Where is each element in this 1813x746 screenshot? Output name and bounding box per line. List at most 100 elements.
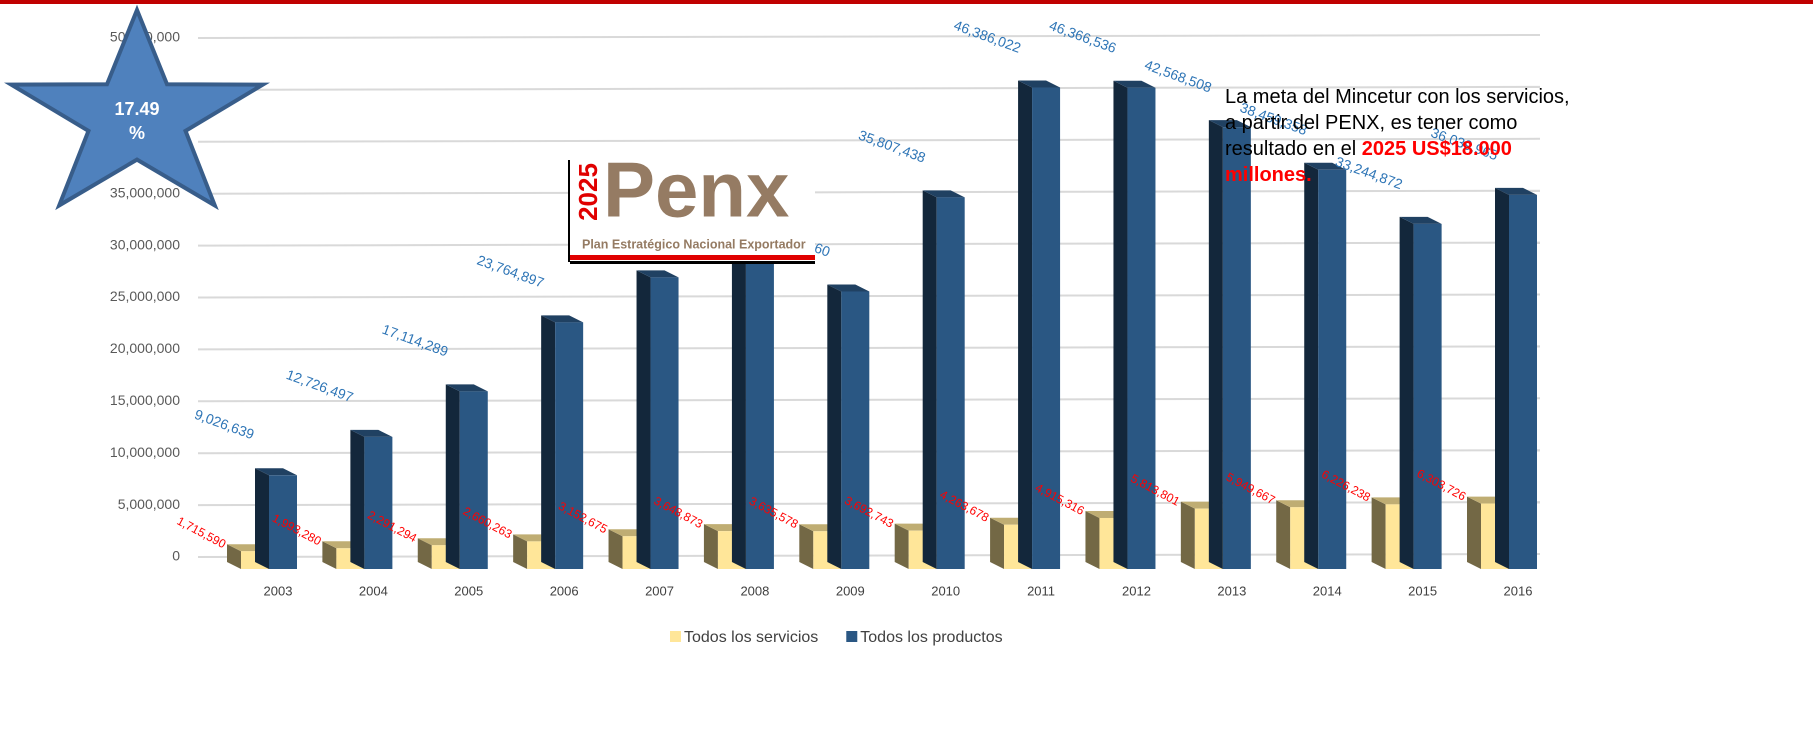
bar-top <box>350 429 393 437</box>
y-tick-label: 5,000,000 <box>118 496 180 512</box>
bar-front <box>364 436 393 569</box>
bar-side <box>731 240 746 569</box>
x-tick-label: 2016 <box>1504 583 1533 598</box>
bar <box>827 284 870 569</box>
logo-red-line <box>570 255 815 260</box>
bar-side <box>255 468 269 569</box>
legend-label: Todos los servicios <box>684 629 818 646</box>
bar-side <box>608 529 623 569</box>
x-tick-label: 2011 <box>1027 583 1055 598</box>
bar-side <box>1208 120 1223 569</box>
bar-side <box>703 524 718 569</box>
badge: 17.49 % <box>4 4 270 211</box>
bar-side <box>827 284 842 569</box>
bar-front <box>1032 87 1061 569</box>
bar-top <box>1495 187 1537 195</box>
bar-side <box>1467 496 1481 569</box>
bar <box>636 270 679 569</box>
logo-name: Penx <box>603 146 789 234</box>
bar <box>445 384 488 569</box>
y-tick-label: 10,000,000 <box>110 444 180 460</box>
y-tick-label: 35,000,000 <box>110 184 180 200</box>
bar-side <box>513 534 528 569</box>
logo-subtitle: Plan Estratégico Nacional Exportador <box>582 237 806 251</box>
bar-side <box>1371 497 1386 569</box>
bar-top <box>636 270 679 278</box>
bar-side <box>636 270 651 569</box>
bar <box>1399 216 1442 570</box>
data-label: 17,114,289 <box>380 321 451 360</box>
bar-front <box>745 247 774 569</box>
x-tick-label: 2003 <box>264 583 293 598</box>
bar-top <box>541 315 584 323</box>
data-label: 1,715,590 <box>175 514 229 552</box>
x-tick-label: 2012 <box>1122 583 1151 598</box>
bar-side <box>894 523 909 569</box>
bar-top <box>1399 216 1442 224</box>
x-tick-label: 2007 <box>645 583 674 598</box>
bar-front <box>1222 127 1251 569</box>
bar <box>1495 187 1537 570</box>
y-tick-label: 20,000,000 <box>110 340 180 356</box>
x-tick-label: 2014 <box>1313 583 1342 598</box>
bar-side <box>1113 80 1128 569</box>
bar-top <box>445 384 488 392</box>
bar-front <box>459 391 488 569</box>
bar-top <box>922 190 965 198</box>
bar <box>1018 80 1061 569</box>
bar-front <box>1509 194 1537 570</box>
bar-side <box>322 541 337 569</box>
x-tick-label: 2013 <box>1217 583 1246 598</box>
bar-side <box>922 190 937 569</box>
bar-side <box>417 538 432 569</box>
bar-front <box>1318 169 1347 569</box>
legend-label: Todos los productos <box>860 629 1002 646</box>
bar <box>1208 120 1251 569</box>
bar-side <box>1018 80 1033 569</box>
y-tick-label: 0 <box>172 548 180 564</box>
legend-swatch <box>670 631 681 642</box>
data-label: 23,764,897 <box>475 252 547 291</box>
data-label: 12,726,497 <box>284 366 356 405</box>
bar-front <box>1127 87 1156 569</box>
data-label: 35,807,438 <box>856 127 928 166</box>
y-tick-label: 30,000,000 <box>110 236 180 252</box>
top-bar <box>0 0 1813 4</box>
bar-front <box>650 277 679 569</box>
y-tick-label: 25,000,000 <box>110 288 180 304</box>
legend: Todos los servicios Todos los productos <box>670 629 1003 646</box>
x-tick-label: 2008 <box>740 583 769 598</box>
bar-side <box>1304 162 1319 569</box>
bar-side <box>1085 510 1100 569</box>
bar-top <box>255 468 297 476</box>
bar-side <box>1180 501 1195 569</box>
x-tick-label: 2005 <box>454 583 483 598</box>
logo-black-line <box>570 261 815 264</box>
grid-line <box>197 34 1541 39</box>
badge-unit: % <box>129 123 145 143</box>
badge-value: 17.49 <box>114 99 159 119</box>
bar <box>1113 80 1156 569</box>
annotation: La meta del Mincetur con los servicios, … <box>1225 84 1575 188</box>
bar-side <box>350 429 365 569</box>
bar-front <box>841 291 870 569</box>
bar <box>350 429 393 569</box>
x-tick-label: 2015 <box>1408 583 1437 598</box>
bar-side <box>799 524 814 569</box>
bar-side <box>227 544 241 569</box>
bar-top <box>1113 80 1156 88</box>
x-tick-label: 2010 <box>931 583 960 598</box>
x-tick-label: 2006 <box>550 583 579 598</box>
bar-top <box>1208 120 1251 128</box>
star <box>4 4 270 211</box>
bar-front <box>1413 223 1442 570</box>
bar-side <box>1399 216 1414 570</box>
bar-side <box>541 315 556 569</box>
x-tick-label: 2009 <box>836 583 865 598</box>
legend-swatch <box>846 631 858 642</box>
bar-top <box>1018 80 1061 88</box>
bar-side <box>1276 500 1291 569</box>
bar <box>1304 162 1347 569</box>
